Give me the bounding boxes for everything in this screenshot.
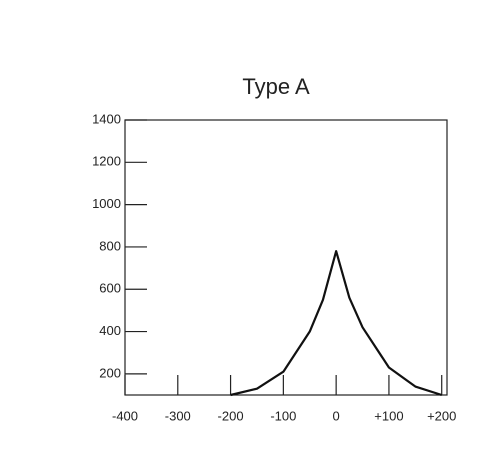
x-tick-label: -200 [218, 408, 244, 423]
y-tick-label: 600 [99, 281, 121, 296]
y-tick-label: 800 [99, 238, 121, 253]
data-line [230, 250, 443, 397]
y-tick-label: 1000 [92, 196, 121, 211]
y-tick-label: 1200 [92, 154, 121, 169]
x-tick-label: +100 [374, 408, 403, 423]
y-tick-label: 400 [99, 323, 121, 338]
x-tick-label: 0 [333, 408, 340, 423]
x-tick-label: -300 [165, 408, 191, 423]
y-tick-label: 1400 [92, 111, 121, 126]
x-tick-label: -100 [270, 408, 296, 423]
plot-frame [124, 119, 448, 396]
x-tick-label: -400 [112, 408, 138, 423]
y-tick-label: 200 [99, 365, 121, 380]
x-tick-label: +200 [427, 408, 456, 423]
chart-title: Type A [242, 74, 310, 99]
